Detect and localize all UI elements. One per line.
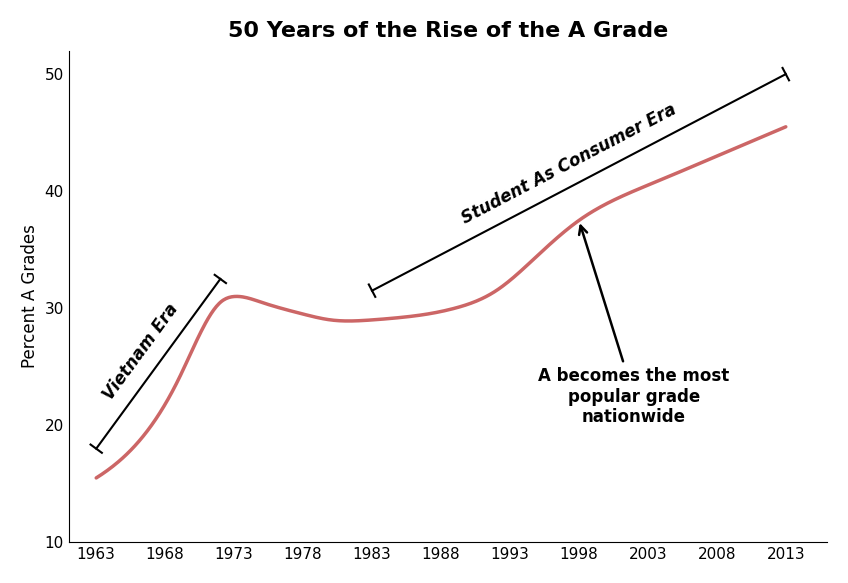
Title: 50 Years of the Rise of the A Grade: 50 Years of the Rise of the A Grade xyxy=(228,21,668,41)
Text: Student As Consumer Era: Student As Consumer Era xyxy=(459,100,679,227)
Text: A becomes the most
popular grade
nationwide: A becomes the most popular grade nationw… xyxy=(538,226,730,426)
Text: Vietnam Era: Vietnam Era xyxy=(100,300,182,403)
Y-axis label: Percent A Grades: Percent A Grades xyxy=(21,224,39,368)
